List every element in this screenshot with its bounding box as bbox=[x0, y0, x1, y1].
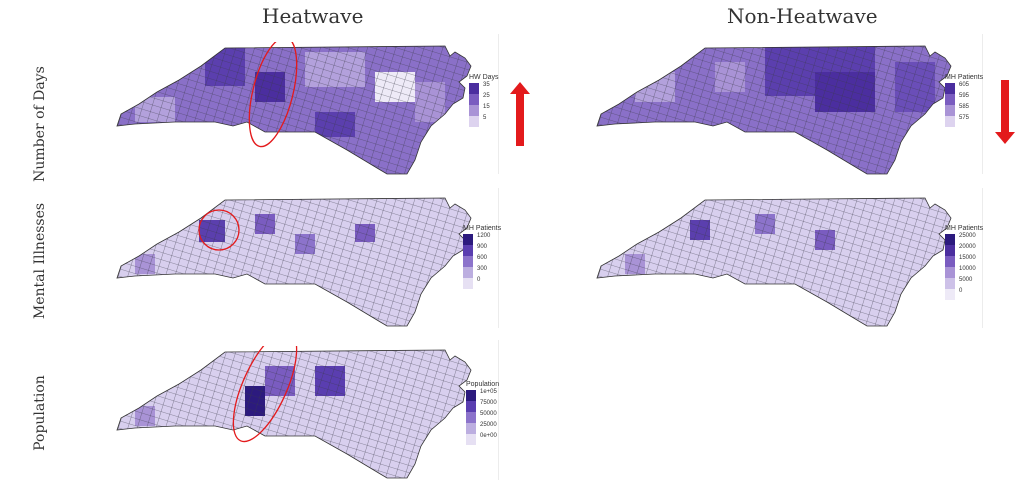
legend-swatch bbox=[466, 401, 476, 412]
legend-swatch bbox=[469, 83, 479, 94]
legend-tick: 20000 bbox=[959, 244, 976, 250]
legend-hw-days: HW Days 35 25 15 5 bbox=[469, 74, 499, 127]
row-title-population: Population bbox=[32, 375, 48, 451]
legend-swatch bbox=[466, 412, 476, 423]
legend-swatch bbox=[469, 105, 479, 116]
divider bbox=[498, 188, 499, 328]
divider bbox=[498, 34, 499, 174]
legend-swatch bbox=[466, 390, 476, 401]
legend-title: Population bbox=[466, 381, 500, 388]
legend-title: MH Patients bbox=[945, 74, 984, 81]
legend-tick: 5 bbox=[483, 115, 487, 121]
legend-swatch bbox=[463, 278, 473, 289]
legend-swatch bbox=[945, 234, 955, 245]
legend-population: Population 1e+05 75000 50000 25000 0e+00 bbox=[466, 381, 500, 445]
legend-tick: 25000 bbox=[959, 233, 976, 239]
legend-tick: 0 bbox=[959, 288, 963, 294]
legend-swatch bbox=[463, 234, 473, 245]
non-heatwave-column-title: Non-Heatwave bbox=[727, 4, 878, 28]
legend-title: MH Patients bbox=[463, 225, 502, 232]
legend-swatch bbox=[945, 267, 955, 278]
legend-swatch bbox=[945, 289, 955, 300]
legend-title: HW Days bbox=[469, 74, 499, 81]
legend-swatch bbox=[463, 267, 473, 278]
divider bbox=[982, 188, 983, 328]
heatwave-column-title: Heatwave bbox=[262, 4, 364, 28]
legend-tick: 900 bbox=[477, 244, 488, 250]
legend-tick: 5000 bbox=[959, 277, 973, 283]
legend-nhw-mh: MH Patients 25000 20000 15000 10000 5000 0 bbox=[945, 225, 984, 300]
divider bbox=[498, 340, 499, 480]
legend-tick: 585 bbox=[959, 104, 970, 110]
legend-tick: 25000 bbox=[480, 422, 497, 428]
legend-tick: 1e+05 bbox=[480, 389, 497, 395]
legend-tick: 0e+00 bbox=[480, 433, 497, 439]
legend-swatch bbox=[463, 245, 473, 256]
highlight-ellipse bbox=[248, 42, 298, 148]
map-non-heatwave-days bbox=[596, 45, 952, 175]
down-arrow-icon bbox=[995, 80, 1015, 144]
legend-hw-mh: MH Patients 1200 900 600 300 0 bbox=[463, 225, 502, 289]
divider bbox=[982, 34, 983, 174]
legend-swatch bbox=[945, 278, 955, 289]
legend-title: MH Patients bbox=[945, 225, 984, 232]
legend-swatch bbox=[466, 434, 476, 445]
legend-tick: 15000 bbox=[959, 255, 976, 261]
legend-tick: 595 bbox=[959, 93, 970, 99]
legend-tick: 75000 bbox=[480, 400, 497, 406]
row-title-mental: Mental Illnesses bbox=[32, 202, 48, 320]
legend-swatch bbox=[469, 116, 479, 127]
legend-swatch bbox=[469, 94, 479, 105]
highlight-circle bbox=[198, 209, 240, 251]
map-non-heatwave-mental bbox=[596, 197, 952, 327]
map-heatwave-days bbox=[116, 42, 472, 175]
legend-tick: 35 bbox=[483, 82, 490, 88]
legend-tick: 0 bbox=[477, 277, 481, 283]
legend-tick: 1200 bbox=[477, 233, 491, 239]
legend-swatch bbox=[945, 256, 955, 267]
legend-swatch bbox=[945, 105, 955, 116]
legend-tick: 15 bbox=[483, 104, 490, 110]
legend-tick: 605 bbox=[959, 82, 970, 88]
legend-tick: 575 bbox=[959, 115, 970, 121]
legend-tick: 300 bbox=[477, 266, 488, 272]
highlight-ellipse bbox=[232, 346, 298, 443]
legend-tick: 10000 bbox=[959, 266, 976, 272]
legend-swatch bbox=[945, 83, 955, 94]
map-heatwave-mental bbox=[116, 197, 472, 327]
legend-nhw-patients: MH Patients 605 595 585 575 bbox=[945, 74, 984, 127]
legend-swatch bbox=[463, 256, 473, 267]
legend-tick: 25 bbox=[483, 93, 490, 99]
legend-swatch bbox=[945, 94, 955, 105]
up-arrow-icon bbox=[510, 82, 530, 146]
legend-swatch bbox=[945, 245, 955, 256]
map-heatwave-population bbox=[116, 346, 472, 479]
legend-swatch bbox=[945, 116, 955, 127]
row-title-days: Number of Days bbox=[32, 66, 48, 182]
legend-tick: 50000 bbox=[480, 411, 497, 417]
legend-swatch bbox=[466, 423, 476, 434]
legend-tick: 600 bbox=[477, 255, 488, 261]
